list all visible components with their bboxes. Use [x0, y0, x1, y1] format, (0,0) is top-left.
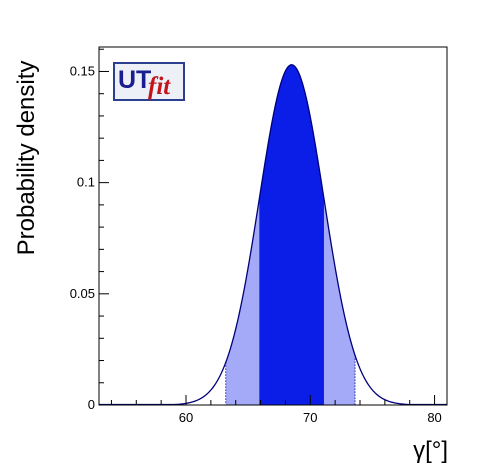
logo-text-fit: fit [148, 73, 171, 100]
utfit-logo: UT fit [113, 62, 185, 101]
y-axis-tick-labels: 0 0.05 0.1 0.15 [70, 63, 95, 412]
y-tick-label: 0.15 [70, 63, 95, 78]
y-tick-label: 0.1 [77, 175, 95, 190]
x-tick-label: 80 [427, 410, 441, 425]
plot-frame [98, 46, 448, 406]
x-axis-tick-labels: 60 70 80 [179, 410, 442, 425]
y-axis-ticks [99, 48, 109, 406]
y-tick-label: 0.05 [70, 286, 95, 301]
x-axis-title: γ[°] [413, 437, 448, 464]
logo-frame [113, 62, 185, 101]
y-tick-label: 0 [88, 397, 95, 412]
x-axis-ticks [110, 395, 436, 405]
x-tick-label: 70 [303, 410, 317, 425]
y-axis-title: Probability density [13, 61, 40, 256]
x-tick-label: 60 [179, 410, 193, 425]
interval-boundaries [225, 355, 356, 405]
interval-68-fill [259, 64, 324, 405]
logo-text-ut: UT [118, 66, 151, 94]
plot-area [99, 64, 447, 406]
